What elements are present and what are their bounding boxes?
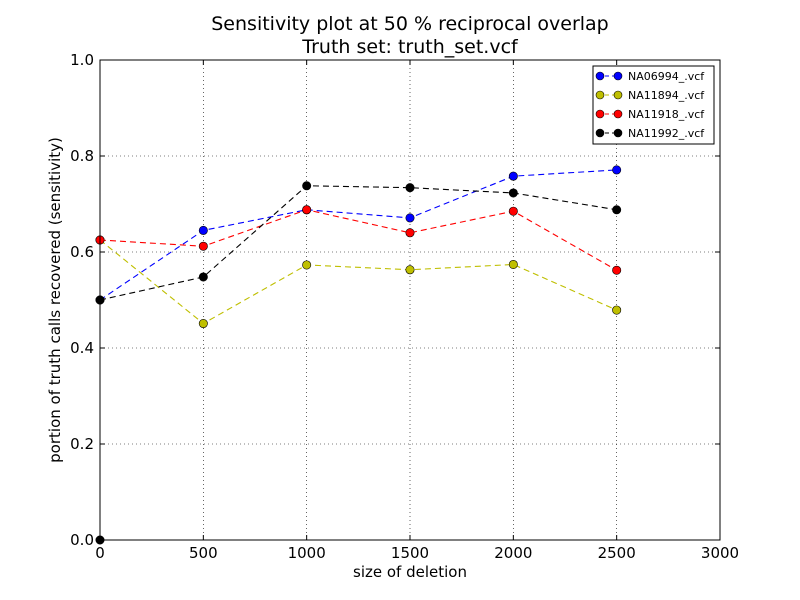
chart-title: Sensitivity plot at 50 % reciprocal over… bbox=[211, 13, 609, 35]
series-lines bbox=[99, 169, 617, 325]
y-tick-label: 0.4 bbox=[70, 339, 94, 357]
data-point-na11894-vcf bbox=[612, 305, 622, 315]
data-point-na11918-vcf bbox=[405, 228, 415, 238]
data-point-na11992-vcf bbox=[612, 205, 622, 215]
data-point-na06994-vcf bbox=[405, 213, 415, 223]
y-tick-label: 0.6 bbox=[70, 243, 94, 261]
data-point-na11894-vcf bbox=[198, 319, 208, 329]
x-axis-label: size of deletion bbox=[353, 563, 467, 581]
x-axis-ticks: 0 500 1000 1500 2000 2500 3000 bbox=[95, 60, 739, 562]
y-tick-label: 1.0 bbox=[70, 51, 94, 69]
y-axis-label: portion of truth calls recovered (sensit… bbox=[46, 137, 64, 463]
y-tick-label: 0.8 bbox=[70, 147, 94, 165]
legend-label: NA11918_.vcf bbox=[628, 108, 705, 121]
x-tick-label: 500 bbox=[189, 544, 218, 562]
y-tick-label: 0.0 bbox=[70, 531, 94, 549]
y-tick-label: 0.2 bbox=[70, 435, 94, 453]
legend-marker bbox=[613, 90, 623, 100]
x-tick-label: 2500 bbox=[598, 544, 636, 562]
series-line-na11918-vcf bbox=[99, 209, 617, 271]
data-point-na11894-vcf bbox=[302, 260, 312, 270]
legend-marker bbox=[613, 71, 623, 81]
legend: NA06994_.vcf NA11894_.vcf NA11918_.vcf NA11… bbox=[592, 65, 715, 145]
x-tick-label: 2000 bbox=[494, 544, 532, 562]
data-point-na06994-vcf bbox=[198, 225, 208, 235]
data-point-na11992-vcf bbox=[508, 188, 518, 198]
data-point-na11894-vcf bbox=[508, 259, 518, 269]
legend-marker bbox=[595, 128, 605, 138]
chart-subtitle: Truth set: truth_set.vcf bbox=[301, 36, 519, 58]
data-point-na06994-vcf bbox=[612, 165, 622, 175]
legend-marker bbox=[595, 71, 605, 81]
data-point-na11918-vcf bbox=[612, 265, 622, 275]
legend-label: NA06994_.vcf bbox=[628, 70, 705, 83]
data-point-na11918-vcf bbox=[198, 241, 208, 251]
legend-marker bbox=[613, 128, 623, 138]
data-point-na11992-vcf bbox=[405, 183, 415, 193]
series-line-na11992-vcf bbox=[99, 185, 617, 301]
data-point-na11918-vcf bbox=[302, 205, 312, 215]
legend-label: NA11992_.vcf bbox=[628, 127, 705, 140]
legend-marker bbox=[595, 109, 605, 119]
data-point-na06994-vcf bbox=[508, 171, 518, 181]
legend-label: NA11894_.vcf bbox=[628, 89, 705, 102]
series-line-na11894-vcf bbox=[99, 239, 617, 325]
legend-marker bbox=[613, 109, 623, 119]
x-tick-label: 1000 bbox=[288, 544, 326, 562]
legend-box bbox=[592, 65, 715, 145]
y-axis-ticks: 0.0 0.2 0.4 0.6 0.8 1.0 bbox=[70, 51, 720, 549]
data-point-na11894-vcf bbox=[405, 265, 415, 275]
data-point-na11918-vcf bbox=[508, 206, 518, 216]
data-point-na11992-vcf bbox=[302, 181, 312, 191]
x-tick-label: 0 bbox=[95, 544, 105, 562]
legend-marker bbox=[595, 90, 605, 100]
series-line-na06994-vcf bbox=[99, 169, 617, 301]
x-tick-label: 1500 bbox=[391, 544, 429, 562]
data-point-na11992-vcf bbox=[198, 272, 208, 282]
x-tick-label: 3000 bbox=[701, 544, 739, 562]
